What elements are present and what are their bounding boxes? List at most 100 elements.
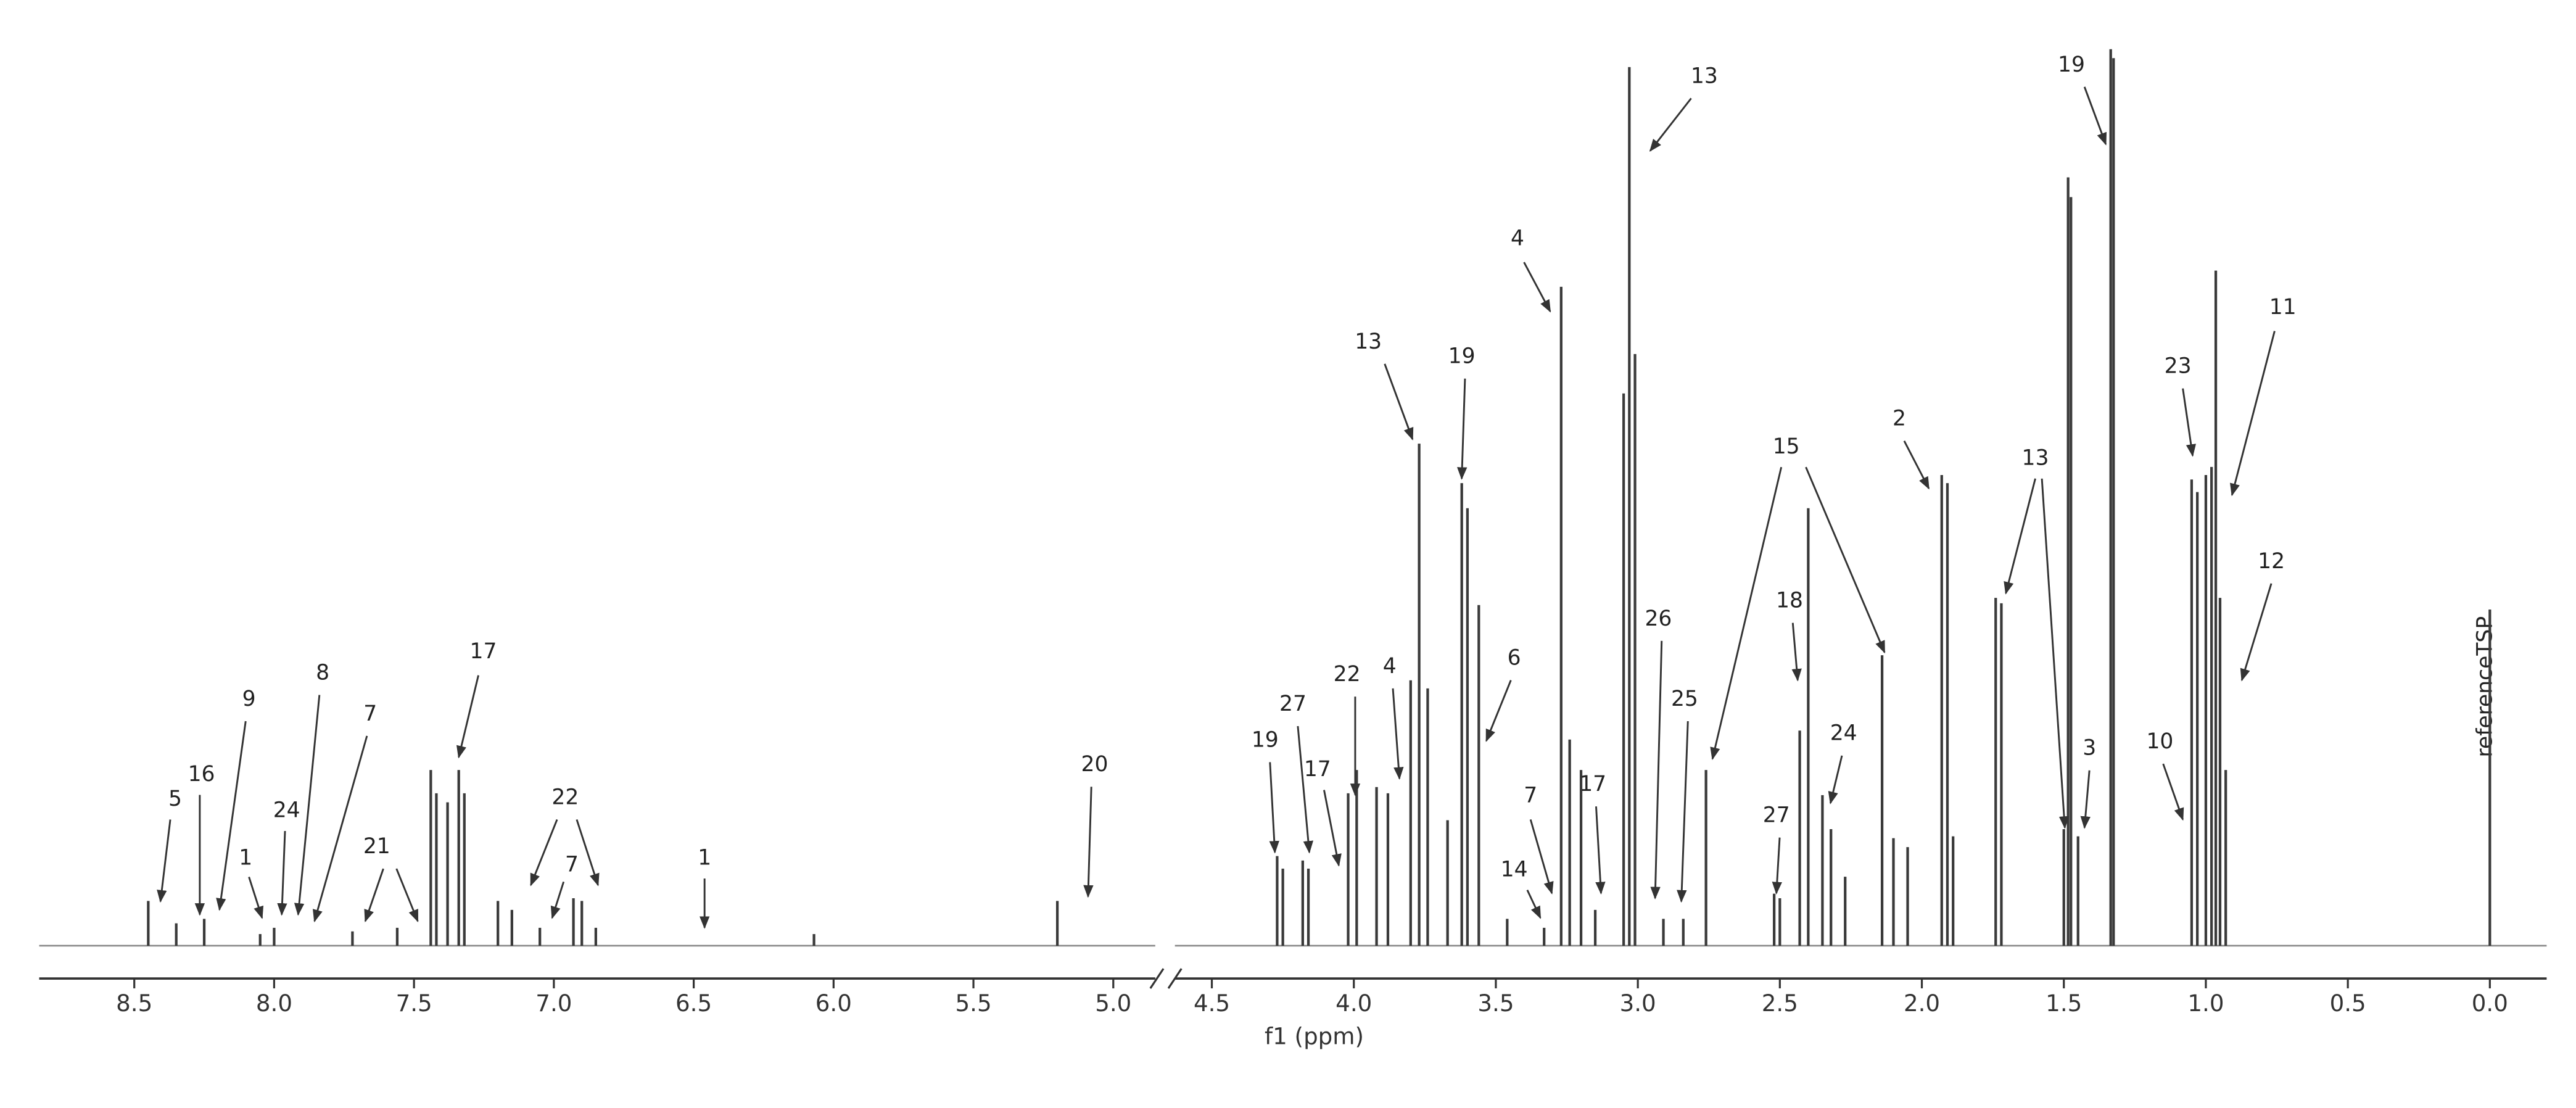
x-tick-label: 3.0 <box>1620 990 1656 1017</box>
annotation: 16 <box>188 762 215 787</box>
x-tick-label: 7.5 <box>396 990 432 1017</box>
annotation: 11 <box>2269 295 2297 320</box>
x-tick-label: 1.5 <box>2046 990 2082 1017</box>
annotation: 18 <box>1776 589 1803 613</box>
x-tick-label: 5.0 <box>1095 990 1131 1017</box>
annotation-arrow <box>1828 755 1843 804</box>
annotation-arrow <box>1677 721 1689 903</box>
annotation: 12 <box>2258 549 2285 574</box>
axis-break <box>1149 968 1165 989</box>
annotation-arrow <box>216 721 247 911</box>
annotation: 13 <box>1691 64 1718 88</box>
x-tick-label: 8.5 <box>116 990 152 1017</box>
annotation: 23 <box>2165 354 2192 379</box>
annotation-arrow <box>1485 680 1512 742</box>
annotation-arrow <box>1595 806 1606 895</box>
annotation-arrow <box>1392 688 1404 780</box>
annotation-arrow <box>1650 640 1663 899</box>
annotation: 17 <box>470 639 497 664</box>
annotation: 25 <box>1671 687 1698 711</box>
annotation-arrow <box>456 675 479 759</box>
annotation-arrow <box>1903 440 1930 490</box>
annotation-arrow <box>1526 890 1542 919</box>
annotation: 4 <box>1511 226 1524 250</box>
annotation: 17 <box>1579 772 1606 796</box>
annotation-arrow <box>1323 790 1342 867</box>
annotation: 19 <box>1448 344 1476 369</box>
annotation-arrow <box>157 819 171 903</box>
x-tick-label: 2.0 <box>1904 990 1940 1017</box>
annotation: 17 <box>1304 757 1331 782</box>
annotation-arrow <box>2240 583 2273 682</box>
annotation: 7 <box>565 852 579 877</box>
x-tick-label: 5.5 <box>955 990 991 1017</box>
x-tick-label: 6.0 <box>815 990 852 1017</box>
annotation: 19 <box>2058 52 2085 77</box>
annotation-arrow <box>1523 262 1551 313</box>
x-tick-label: 2.5 <box>1762 990 1798 1017</box>
annotation: 20 <box>1081 752 1108 777</box>
annotation: 9 <box>242 687 256 711</box>
annotation: 27 <box>1279 692 1307 716</box>
annotation-arrow <box>2230 331 2276 497</box>
annotation-arrow <box>2041 478 2070 829</box>
annotation: 14 <box>1501 857 1528 882</box>
annotation: 21 <box>363 834 390 859</box>
annotation-arrow <box>1772 837 1782 895</box>
annotation: 24 <box>273 798 300 823</box>
annotation-arrow <box>1083 787 1094 898</box>
x-tick-label: 7.0 <box>535 990 572 1017</box>
annotation: 15 <box>1773 434 1800 459</box>
annotation: 2 <box>1893 407 1906 431</box>
annotation-arrow <box>2080 770 2091 829</box>
annotation-arrow <box>1269 762 1279 854</box>
x-tick-label: 0.0 <box>2472 990 2508 1017</box>
annotation-arrow <box>1649 97 1692 152</box>
annotation-arrow <box>1457 378 1468 480</box>
annotation-arrow <box>2182 388 2196 457</box>
annotation: 22 <box>551 785 579 809</box>
annotation-arrow <box>1710 466 1783 761</box>
annotation: 8 <box>316 660 329 685</box>
annotation-arrow <box>1384 363 1414 440</box>
annotation: 22 <box>1334 662 1361 687</box>
reference-label: referenceTSP <box>2473 616 2498 758</box>
axis-break <box>1167 968 1183 989</box>
x-tick-label: 6.5 <box>675 990 712 1017</box>
annotation-arrow <box>2162 763 2184 821</box>
annotation-arrow <box>530 819 558 887</box>
annotation: 13 <box>1355 329 1382 354</box>
annotation: 5 <box>168 787 182 811</box>
x-tick-label: 3.5 <box>1477 990 1514 1017</box>
annotation-arrow <box>364 868 384 923</box>
annotation: 24 <box>1830 721 1857 746</box>
annotation-arrow <box>1297 726 1314 854</box>
annotation: 1 <box>698 846 711 870</box>
annotation-arrow <box>395 868 419 923</box>
x-tick-label: 0.5 <box>2330 990 2366 1017</box>
x-tick-label: 1.0 <box>2187 990 2224 1017</box>
annotation: 1 <box>239 846 252 870</box>
annotation-arrow <box>2083 86 2107 146</box>
annotation-arrow <box>294 695 321 916</box>
annotation-arrow <box>1529 819 1554 895</box>
x-tick-label: 4.0 <box>1335 990 1372 1017</box>
annotation-arrow <box>277 830 287 916</box>
annotation-arrow <box>550 881 565 919</box>
x-axis-title: f1 (ppm) <box>1265 1022 1364 1049</box>
annotation: 26 <box>1645 606 1672 631</box>
annotation-arrow <box>2004 478 2036 595</box>
annotation: 4 <box>1383 654 1397 679</box>
annotation: 3 <box>2083 736 2096 761</box>
annotation: 19 <box>1252 727 1279 752</box>
annotation-arrow <box>576 819 600 887</box>
annotation-arrow <box>1791 622 1802 682</box>
annotation-arrow <box>1805 466 1886 654</box>
annotation: 10 <box>2146 729 2173 754</box>
annotation: 7 <box>1524 783 1537 808</box>
annotation-arrow <box>248 876 264 919</box>
annotation: 6 <box>1508 646 1521 671</box>
x-tick-label: 4.5 <box>1194 990 1230 1017</box>
